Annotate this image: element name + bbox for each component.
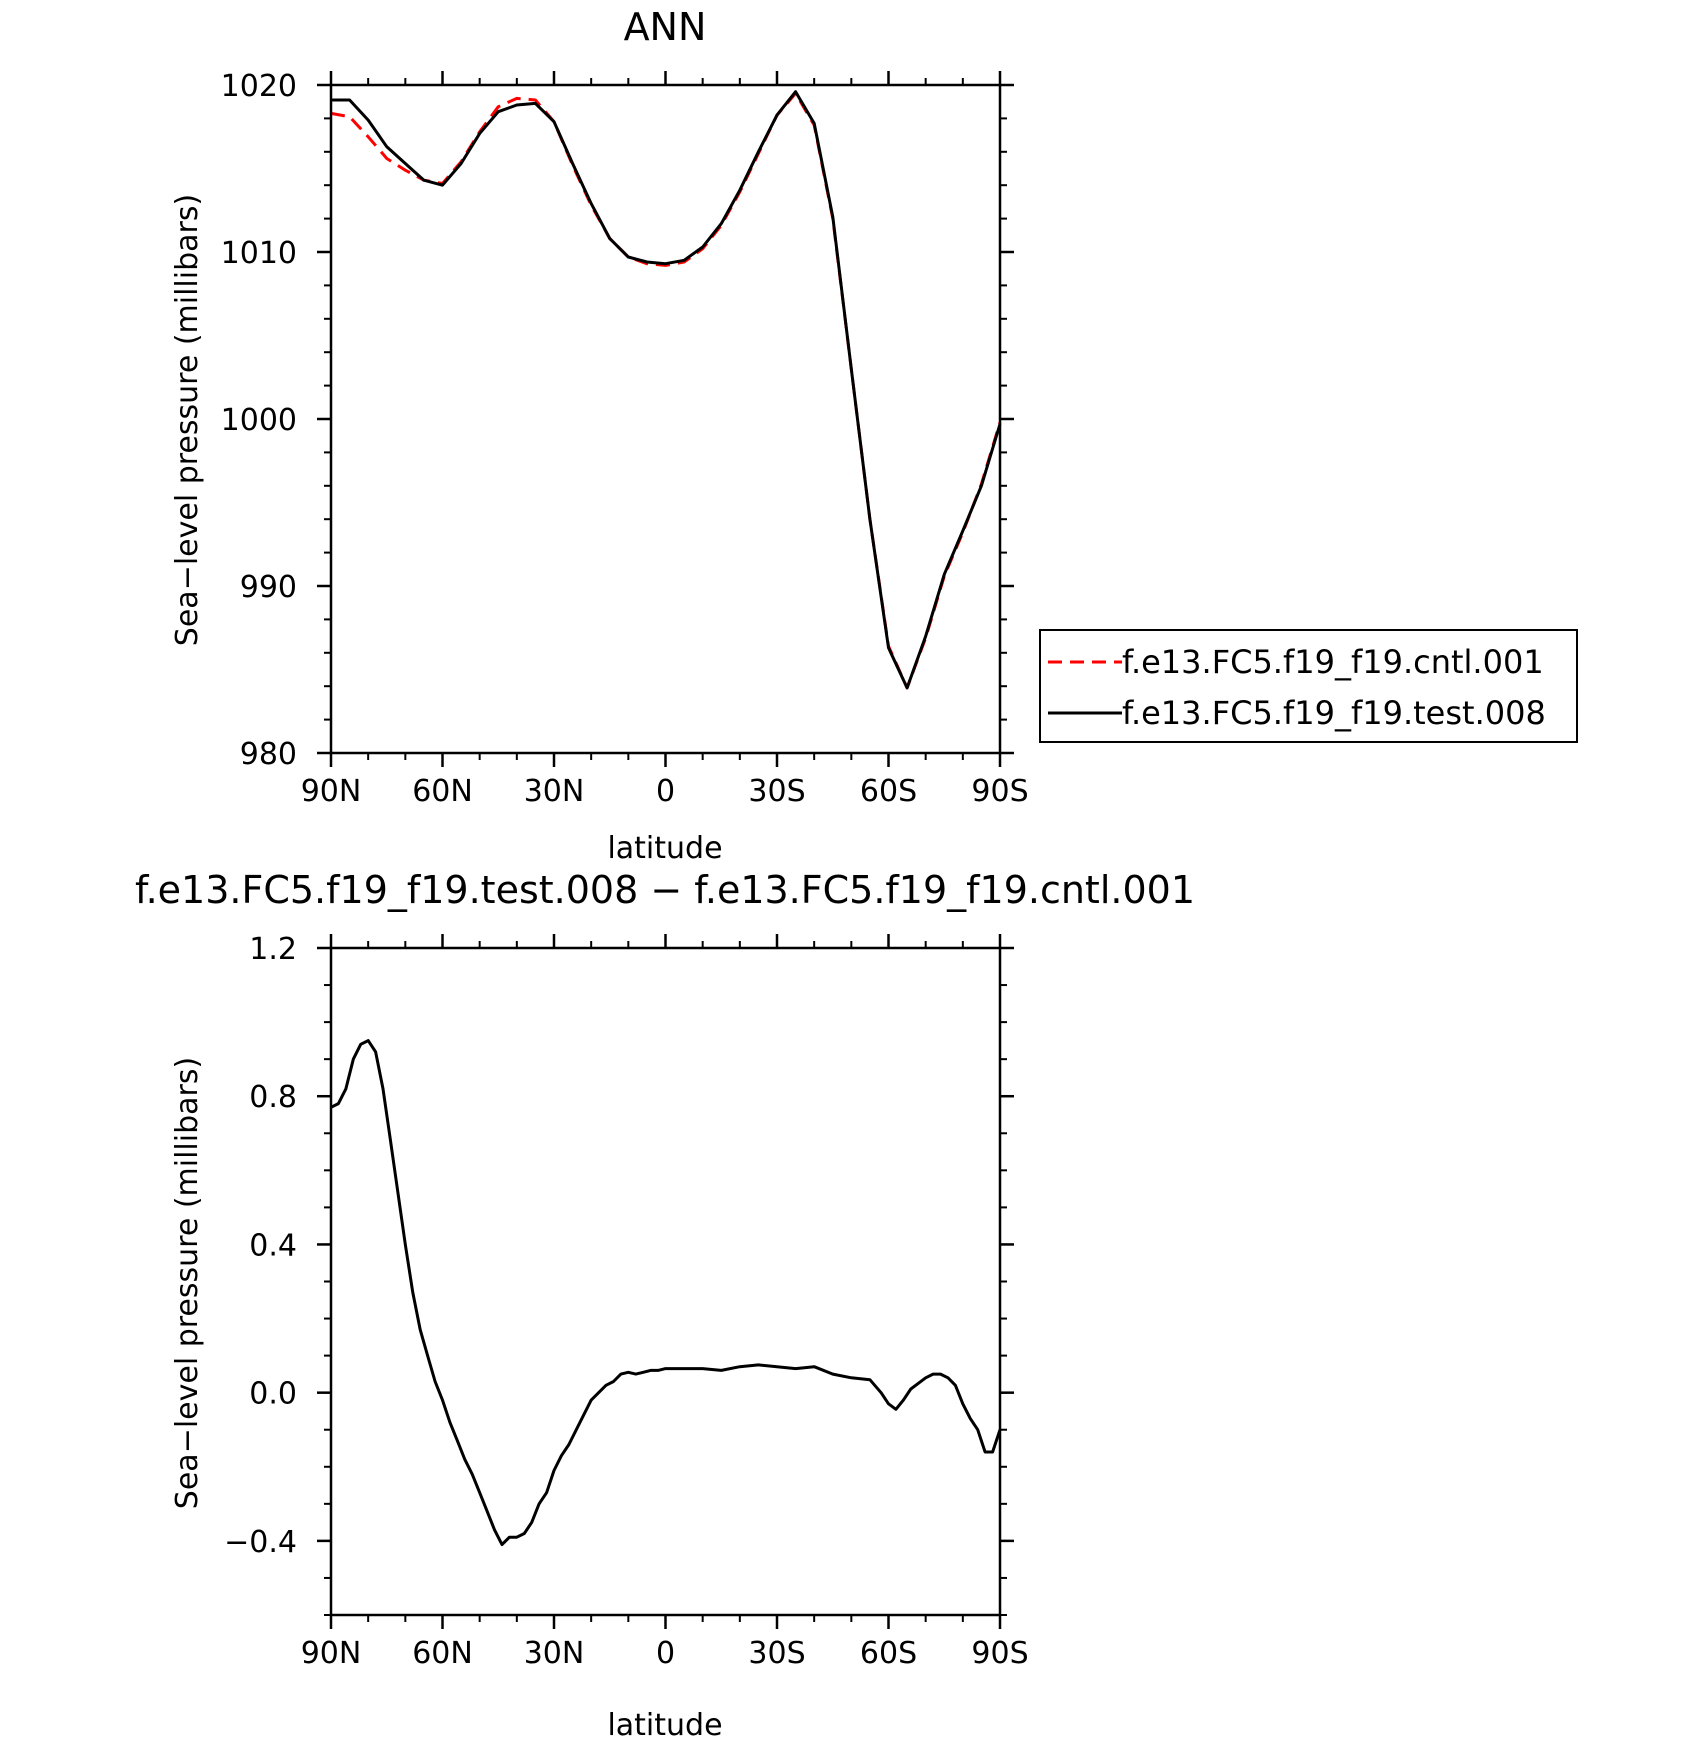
top-x-tick-label: 60N: [412, 774, 473, 809]
legend-box: [1039, 629, 1578, 743]
bottom-x-tick-label: 90N: [301, 1636, 362, 1671]
legend-entry-test: f.e13.FC5.f19_f19.test.008: [1122, 694, 1546, 732]
bottom-x-tick-label: 90S: [971, 1636, 1028, 1671]
top-x-tick-label: 0: [656, 774, 675, 809]
top-x-tick-label: 60S: [860, 774, 917, 809]
bottom-x-tick-label: 30N: [524, 1636, 585, 1671]
bottom-series-line-0: [330, 1039, 1002, 1547]
top-x-tick-label: 30N: [524, 774, 585, 809]
top-y-axis-label: Sea−level pressure (millibars): [170, 194, 205, 646]
bottom-y-tick-label: 1.2: [249, 932, 297, 967]
top-y-tick-label: 980: [240, 737, 297, 772]
top-x-tick-label: 90S: [971, 774, 1028, 809]
top-series-line-1: [331, 90, 1002, 690]
top-x-tick-label: 30S: [748, 774, 805, 809]
bottom-y-axis-label: Sea−level pressure (millibars): [170, 1057, 205, 1509]
bottom-plot-frame: [329, 946, 1002, 1617]
bottom-chart-title: f.e13.FC5.f19_f19.test.008 − f.e13.FC5.f…: [135, 868, 1195, 912]
bottom-panel: f.e13.FC5.f19_f19.test.008 − f.e13.FC5.f…: [135, 868, 1195, 1741]
top-y-tick-label: 1020: [221, 69, 297, 104]
bottom-y-tick-label: 0.0: [249, 1377, 297, 1412]
bottom-x-tick-label: 30S: [748, 1636, 805, 1671]
legend: f.e13.FC5.f19_f19.cntl.001 f.e13.FC5.f19…: [1039, 629, 1578, 743]
bottom-plot-area: 90N 60N 30N 0 30S 60S 90S −0.4 0.0 0.4 0.8 1.2: [224, 932, 1028, 1671]
bottom-x-axis-label: latitude: [607, 1708, 722, 1741]
top-plot-frame: [329, 83, 1002, 755]
top-x-axis-label: latitude: [607, 831, 722, 866]
top-plot-area: 90N 60N 30N 0 30S 60S 90S 980 990 1000 1010 1020: [221, 69, 1029, 809]
top-y-tick-label: 1000: [221, 403, 297, 438]
bottom-y-tick-label: 0.4: [249, 1228, 297, 1263]
bottom-x-tick-label: 0: [656, 1636, 675, 1671]
top-chart-title: ANN: [624, 5, 707, 49]
bottom-x-tick-label: 60N: [412, 1636, 473, 1671]
top-y-tick-label: 990: [240, 570, 297, 605]
top-x-tick-label: 90N: [301, 774, 362, 809]
bottom-x-tick-label: 60S: [860, 1636, 917, 1671]
top-y-tick-label: 1010: [221, 236, 297, 271]
bottom-y-tick-label: 0.8: [249, 1080, 297, 1115]
top-panel: ANN 90N 60N 30N 0 30S 60S 90S 980 990 1000 1010 102…: [170, 5, 1029, 866]
bottom-y-tick-label: −0.4: [224, 1525, 297, 1560]
legend-entry-cntl: f.e13.FC5.f19_f19.cntl.001: [1122, 643, 1544, 681]
